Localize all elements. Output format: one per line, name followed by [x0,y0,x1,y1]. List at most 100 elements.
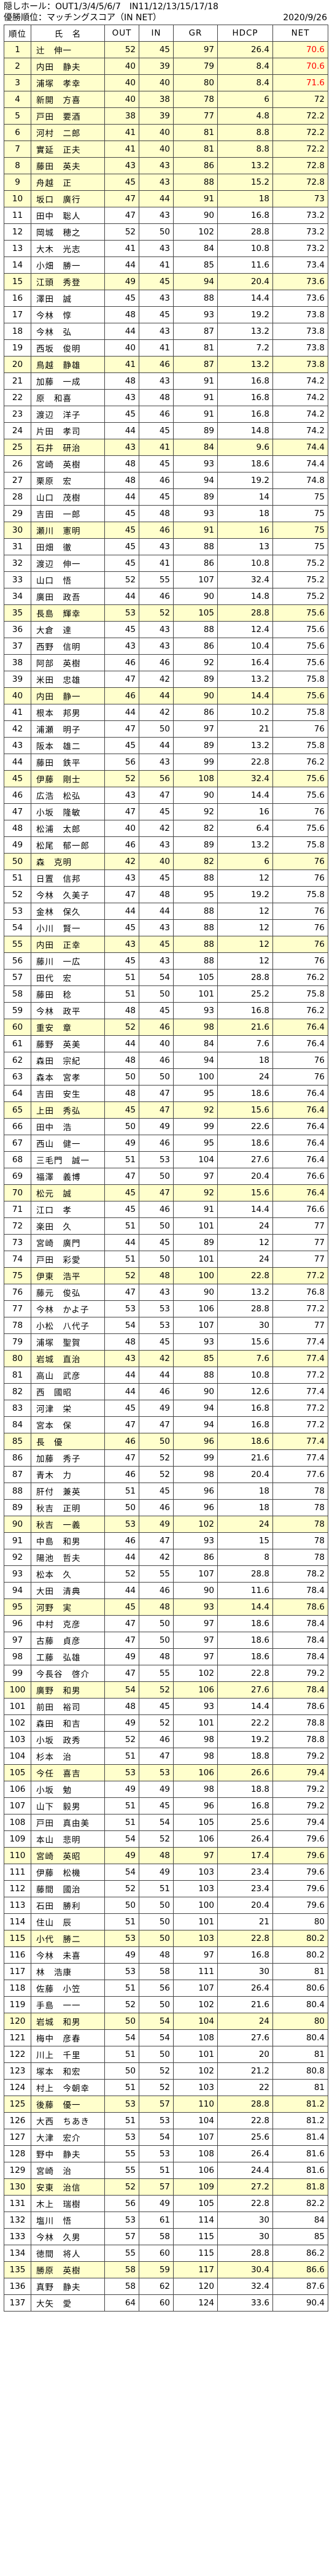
in-score-cell: 48 [139,389,174,406]
in-score-cell: 46 [139,1201,174,1218]
gross-score-cell: 78 [173,91,218,108]
gross-score-cell: 108 [173,2145,218,2162]
hdcp-cell: 22.8 [217,1665,273,1682]
gross-score-cell: 97 [173,1632,218,1649]
gross-score-cell: 91 [173,389,218,406]
rank-cell: 40 [4,687,31,704]
out-score-cell: 52 [104,1267,139,1284]
name-cell: 廣田 政吾 [31,588,105,605]
table-row: 87 青木 力 46 52 98 20.4 77.6 [4,1466,328,1483]
in-score-cell: 45 [139,1234,174,1251]
in-score-cell: 45 [139,306,174,323]
out-score-cell: 40 [104,58,139,75]
hdcp-cell: 10.8 [217,240,273,257]
rank-cell: 81 [4,1367,31,1384]
net-score-cell: 76.4 [272,1101,328,1119]
in-score-cell: 52 [139,1681,174,1699]
net-score-cell: 73.2 [272,223,328,241]
hdcp-cell: 14.4 [217,1598,273,1616]
gross-score-cell: 111 [173,1963,218,1980]
in-score-cell: 50 [139,1217,174,1235]
table-row: 52 今林 久美子 47 48 95 19.2 75.8 [4,886,328,903]
table-row: 35 長島 輝幸 53 52 105 28.8 75.6 [4,604,328,622]
gross-score-cell: 86 [173,704,218,721]
rank-cell: 28 [4,488,31,506]
net-score-cell: 76 [272,903,328,920]
net-score-cell: 75.6 [272,604,328,622]
table-row: 67 西山 健一 49 46 95 18.6 76.4 [4,1135,328,1152]
rank-cell: 37 [4,638,31,655]
gross-score-cell: 84 [173,240,218,257]
hdcp-cell: 8.4 [217,58,273,75]
rank-cell: 74 [4,1251,31,1268]
rank-cell: 68 [4,1151,31,1168]
out-score-cell: 51 [104,1151,139,1168]
name-cell: 真野 静夫 [31,2278,105,2295]
out-score-cell: 52 [104,1731,139,1748]
hdcp-cell: 14.4 [217,687,273,704]
in-score-cell: 60 [139,2294,174,2312]
net-score-cell: 73.4 [272,256,328,274]
in-score-cell: 43 [139,754,174,771]
out-score-cell: 44 [104,422,139,439]
rank-cell: 57 [4,969,31,986]
rank-cell: 124 [4,2079,31,2096]
name-cell: 小川 賢一 [31,919,105,936]
hdcp-cell: 18 [217,1052,273,1069]
gross-score-cell: 101 [173,1251,218,1268]
gross-score-cell: 80 [173,74,218,91]
hdcp-cell: 21 [217,720,273,738]
rank-cell: 54 [4,919,31,936]
table-row: 48 松浦 太郎 40 42 82 6.4 75.6 [4,820,328,837]
out-score-cell: 48 [104,455,139,472]
gross-score-cell: 86 [173,555,218,572]
gross-score-cell: 105 [173,1814,218,1831]
out-score-cell: 48 [104,1085,139,1102]
net-score-cell: 75.6 [272,787,328,804]
gross-score-cell: 102 [173,223,218,241]
net-score-cell: 75.2 [272,555,328,572]
in-score-cell: 45 [139,936,174,953]
rank-cell: 52 [4,886,31,903]
hdcp-cell: 26.4 [217,1980,273,1997]
table-row: 95 河野 実 45 48 93 14.4 78.6 [4,1598,328,1616]
table-row: 114 住山 辰 51 50 101 21 80 [4,1913,328,1930]
hdcp-cell: 13.2 [217,356,273,373]
rank-cell: 110 [4,1847,31,1864]
table-row: 47 小坂 隆敏 47 45 92 16 76 [4,803,328,820]
net-score-cell: 73.2 [272,240,328,257]
hdcp-cell: 16 [217,803,273,820]
rank-cell: 102 [4,1714,31,1732]
in-score-cell: 52 [139,604,174,622]
hdcp-cell: 15.6 [217,1101,273,1119]
gross-score-cell: 91 [173,522,218,539]
table-row: 31 田畑 徹 45 43 88 13 75 [4,538,328,555]
out-score-cell: 41 [104,124,139,141]
hdcp-cell: 17.4 [217,1847,273,1864]
out-score-cell: 41 [104,356,139,373]
hdcp-cell: 18 [217,505,273,522]
out-score-cell: 45 [104,919,139,936]
hdcp-cell: 16 [217,522,273,539]
col-net-header: NET [272,25,328,42]
net-score-cell: 78 [272,1499,328,1516]
in-score-cell: 46 [139,1383,174,1400]
in-score-cell: 46 [139,1499,174,1516]
rank-cell: 21 [4,372,31,390]
rank-cell: 51 [4,870,31,887]
rank-cell: 15 [4,273,31,290]
out-score-cell: 40 [104,820,139,837]
name-cell: 西野 信明 [31,638,105,655]
gross-score-cell: 105 [173,604,218,622]
in-score-cell: 48 [139,1598,174,1616]
net-score-cell: 80.2 [272,1946,328,1964]
in-score-cell: 45 [139,870,174,887]
out-score-cell: 64 [104,2294,139,2312]
table-row: 34 廣田 政吾 44 46 90 14.8 75.2 [4,588,328,605]
in-score-cell: 43 [139,207,174,224]
hdcp-cell: 12 [217,952,273,970]
name-cell: 小松 八代子 [31,1317,105,1334]
name-cell: 戸田 彩愛 [31,1251,105,1268]
hdcp-cell: 13.2 [217,1284,273,1301]
gross-score-cell: 110 [173,2096,218,2113]
